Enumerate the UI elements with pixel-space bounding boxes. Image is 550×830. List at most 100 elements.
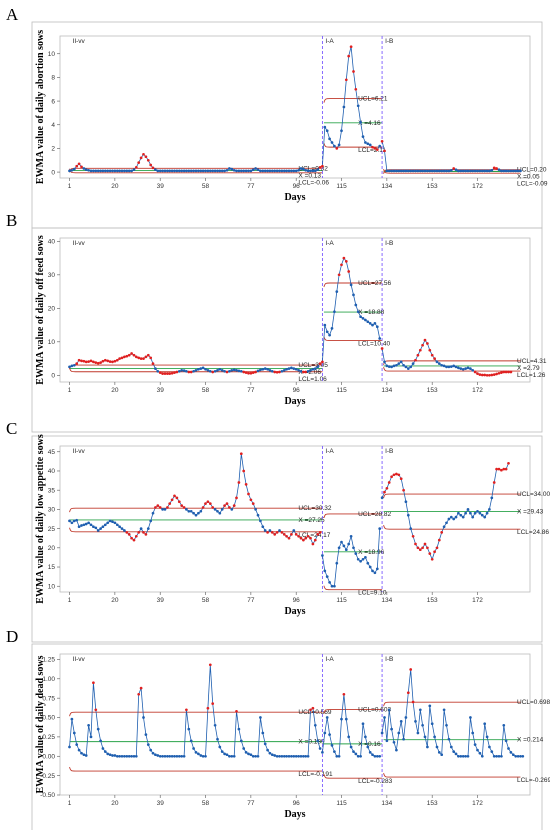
data-point	[361, 557, 365, 561]
x-tick-label: 77	[247, 183, 255, 190]
out-of-control-point	[106, 359, 110, 363]
data-point	[354, 552, 358, 555]
center-label: X =18.96	[358, 549, 385, 556]
y-axis-title: EWMA value of daily off feed sows	[35, 235, 46, 385]
out-of-control-point	[416, 353, 420, 357]
data-point	[375, 567, 379, 571]
data-point	[92, 169, 95, 173]
data-point	[70, 717, 74, 721]
data-point	[333, 144, 336, 148]
data-point	[364, 318, 367, 322]
data-point	[402, 169, 405, 173]
data-point	[192, 747, 195, 750]
x-tick-label: 58	[202, 800, 210, 807]
out-of-control-point	[142, 531, 145, 534]
data-point	[156, 169, 160, 173]
ucl-line	[323, 709, 383, 714]
data-point	[371, 323, 374, 327]
data-point	[103, 169, 107, 173]
data-point	[406, 513, 410, 517]
data-point	[70, 168, 74, 172]
out-of-control-point	[495, 372, 498, 376]
out-of-control-point	[170, 371, 174, 375]
out-of-control-point	[342, 256, 346, 260]
data-point	[426, 745, 429, 749]
data-point	[380, 731, 384, 735]
data-point	[225, 753, 229, 757]
data-point	[161, 169, 164, 173]
x-tick-label: 172	[472, 597, 483, 604]
data-point	[270, 169, 274, 173]
out-of-control-point	[146, 158, 150, 162]
y-tick-label: 10	[48, 583, 56, 590]
data-point	[378, 527, 382, 530]
data-point	[380, 496, 384, 500]
data-point	[113, 754, 117, 757]
out-of-control-point	[211, 370, 215, 374]
data-point	[239, 739, 243, 743]
center-label: X =27.25	[298, 517, 325, 524]
data-point	[449, 745, 453, 749]
data-point	[290, 366, 293, 370]
data-point	[387, 169, 391, 173]
data-point	[154, 367, 157, 370]
data-point	[89, 523, 93, 527]
out-of-control-point	[130, 352, 133, 355]
data-point	[197, 169, 200, 173]
data-point	[466, 508, 470, 511]
data-point	[352, 293, 355, 297]
data-point	[490, 496, 494, 500]
data-point	[414, 169, 417, 173]
data-point	[397, 731, 401, 735]
out-of-control-point	[144, 155, 148, 159]
out-of-control-point	[275, 370, 279, 374]
data-point	[323, 569, 327, 573]
data-point	[402, 737, 405, 741]
out-of-control-point	[492, 166, 496, 170]
data-point	[473, 511, 477, 515]
data-point	[254, 754, 257, 758]
data-point	[330, 584, 334, 588]
out-of-control-point	[395, 472, 398, 476]
data-point	[476, 169, 479, 173]
data-point	[457, 366, 460, 370]
panel-letter: A	[6, 5, 19, 24]
data-point	[461, 367, 465, 371]
out-of-control-point	[206, 706, 210, 710]
out-of-control-point	[211, 506, 215, 509]
data-point	[70, 521, 74, 525]
data-point	[397, 169, 401, 173]
out-of-control-point	[318, 165, 322, 169]
data-point	[182, 754, 186, 758]
out-of-control-point	[416, 546, 420, 550]
x-tick-label: 96	[293, 597, 301, 604]
data-point	[433, 735, 436, 739]
data-point	[199, 169, 203, 173]
data-point	[84, 522, 88, 526]
data-point	[349, 534, 353, 538]
data-point	[151, 511, 155, 515]
lcl-label: LCL=-0.283	[358, 778, 393, 785]
phase-label: II-vv	[73, 240, 86, 247]
out-of-control-point	[440, 531, 444, 534]
data-point	[478, 169, 482, 173]
data-point	[201, 754, 205, 758]
data-point	[299, 167, 303, 170]
chart-frame	[31, 643, 543, 830]
data-point	[306, 754, 310, 758]
data-point	[461, 169, 465, 173]
data-point	[500, 754, 503, 758]
data-point	[502, 169, 506, 173]
out-of-control-point	[290, 533, 293, 536]
data-point	[440, 363, 444, 367]
center-label: X =2.79	[517, 365, 540, 372]
data-point	[170, 169, 174, 173]
out-of-control-point	[423, 338, 427, 342]
data-point	[368, 322, 372, 325]
data-point	[120, 169, 124, 173]
data-point	[208, 169, 212, 173]
data-point	[395, 748, 398, 752]
data-point	[478, 751, 482, 755]
data-point	[411, 362, 415, 365]
x-tick-label: 115	[336, 800, 347, 807]
